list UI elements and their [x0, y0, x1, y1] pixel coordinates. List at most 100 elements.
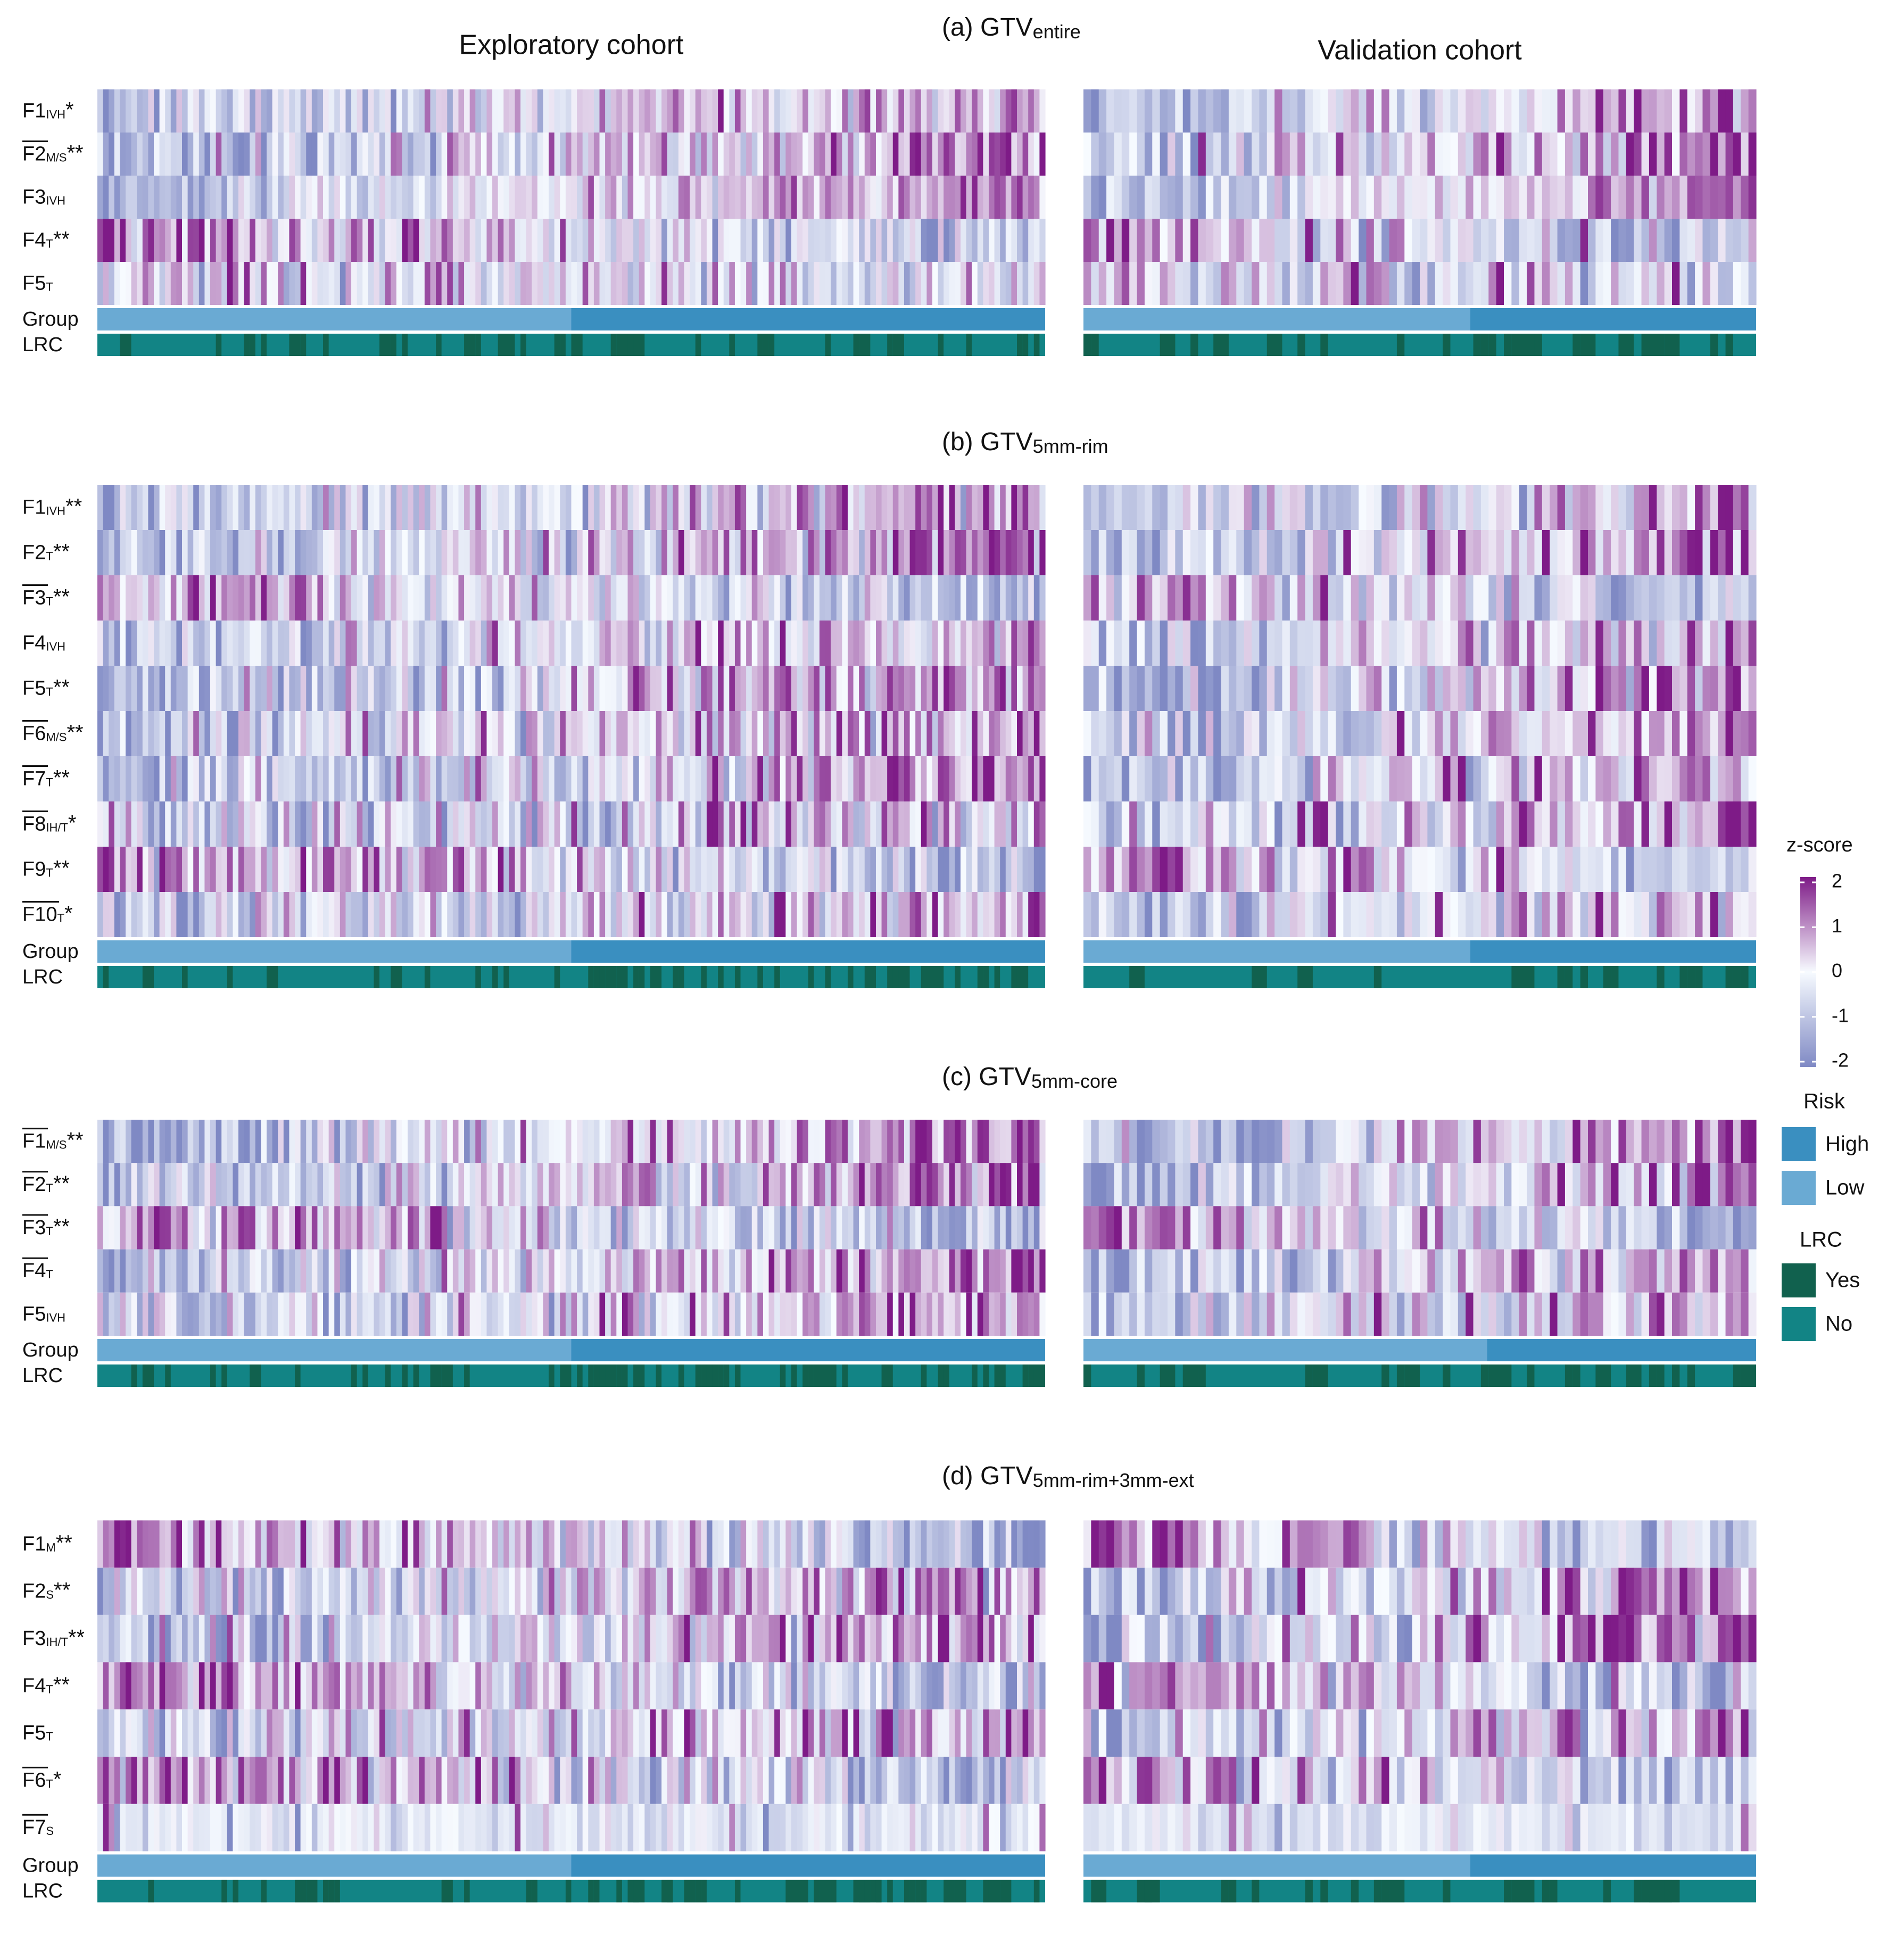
lrc-event-mark: [718, 966, 724, 988]
heatmap-cell: [921, 1163, 927, 1206]
heatmap-cell: [560, 530, 566, 575]
heatmap-cell: [831, 89, 837, 133]
heatmap-cell: [836, 801, 842, 847]
heatmap-cell: [1098, 485, 1107, 530]
heatmap-cell: [469, 621, 476, 666]
heatmap-cell: [464, 666, 470, 711]
heatmap-cell: [802, 575, 809, 621]
heatmap-cell: [768, 1163, 775, 1206]
heatmap-cell: [1274, 666, 1283, 711]
heatmap-cell: [515, 801, 521, 847]
heatmap-cell: [785, 666, 792, 711]
heatmap-cell: [1175, 485, 1183, 530]
heatmap-cell: [1565, 530, 1573, 575]
heatmap-cell: [1205, 666, 1214, 711]
heatmap-cell: [966, 219, 972, 262]
heatmap-cell: [932, 1120, 939, 1163]
heatmap-cell: [1381, 801, 1390, 847]
heatmap-cell: [751, 801, 758, 847]
heatmap-cell: [503, 892, 510, 937]
heatmap-cell: [436, 621, 442, 666]
heatmap-cell: [695, 711, 701, 756]
heatmap-cell: [610, 1163, 617, 1206]
heatmap-cell: [1412, 666, 1420, 711]
heatmap-cell: [1244, 530, 1252, 575]
heatmap-cell: [909, 530, 916, 575]
heatmap-cell: [255, 485, 262, 530]
heatmap-cell: [1588, 176, 1596, 219]
feature-label-c-5: F5IVH: [22, 1303, 65, 1325]
heatmap-cell: [469, 219, 476, 262]
heatmap-cell: [1618, 801, 1627, 847]
heatmap-cell: [695, 1292, 701, 1336]
heatmap-cell: [120, 89, 126, 133]
heatmap-cell: [1404, 801, 1413, 847]
heatmap-cell: [757, 1206, 764, 1250]
heatmap-cell: [1702, 801, 1711, 847]
heatmap-cell: [729, 133, 735, 176]
heatmap-cell: [797, 485, 803, 530]
heatmap-cell: [853, 1249, 859, 1293]
heatmap-cell: [452, 575, 459, 621]
heatmap-cell: [549, 262, 555, 305]
heatmap-cell: [374, 575, 380, 621]
heatmap-cell: [780, 666, 786, 711]
heatmap-cell: [1443, 219, 1451, 262]
heatmap-cell: [616, 621, 623, 666]
heatmap-cell: [1312, 666, 1321, 711]
heatmap-cell: [644, 176, 651, 219]
heatmap-cell: [498, 1120, 504, 1163]
heatmap-cell: [926, 575, 933, 621]
heatmap-cell: [323, 666, 329, 711]
heatmap-cell: [599, 621, 606, 666]
heatmap-cell: [667, 219, 673, 262]
heatmap-cell: [853, 575, 859, 621]
heatmap-cell: [295, 219, 301, 262]
heatmap-cell: [283, 262, 290, 305]
heatmap-cell: [1098, 666, 1107, 711]
heatmap-cell: [261, 801, 267, 847]
lrc-event-mark: [842, 1364, 848, 1387]
heatmap-cell: [972, 666, 978, 711]
heatmap-cell: [210, 847, 217, 892]
heatmap-cell: [503, 1163, 510, 1206]
heatmap-cell: [926, 711, 933, 756]
heatmap-cell: [1114, 711, 1122, 756]
heatmap-cell: [983, 219, 989, 262]
heatmap-cell: [1144, 133, 1153, 176]
lrc-event-mark: [1527, 966, 1535, 988]
heatmap-cell: [684, 756, 690, 801]
heatmap-cell: [802, 262, 809, 305]
heatmap-cell: [712, 1206, 718, 1250]
heatmap-cell: [1236, 666, 1245, 711]
heatmap-cell: [757, 530, 764, 575]
heatmap-cell: [1267, 133, 1275, 176]
heatmap-cell: [543, 847, 549, 892]
heatmap-cell: [1129, 485, 1138, 530]
heatmap-cell: [238, 133, 245, 176]
heatmap-cell: [1137, 1120, 1145, 1163]
heatmap-cell: [1702, 262, 1711, 305]
heatmap-cell: [859, 1249, 865, 1293]
heatmap-cell: [656, 711, 662, 756]
heatmap-cell: [656, 1120, 662, 1163]
heatmap-cell: [616, 892, 623, 937]
lrc-event-mark: [633, 1364, 645, 1387]
heatmap-cell: [661, 847, 668, 892]
heatmap-cell: [289, 756, 295, 801]
heatmap-cell: [1588, 133, 1596, 176]
heatmap-cell: [616, 666, 623, 711]
heatmap-cell: [170, 892, 177, 937]
heatmap-cell: [1626, 89, 1634, 133]
lrc-event-mark: [1687, 966, 1695, 988]
heatmap-cell: [267, 801, 273, 847]
heatmap-cell: [1221, 801, 1229, 847]
lrc-event-mark: [695, 1364, 701, 1387]
heatmap-cell: [210, 485, 217, 530]
heatmap-cell: [909, 711, 916, 756]
heatmap-cell: [1504, 176, 1512, 219]
heatmap-cell: [802, 219, 809, 262]
heatmap-cell: [1028, 1292, 1034, 1336]
heatmap-cell: [295, 133, 301, 176]
heatmap-cell: [1542, 133, 1550, 176]
